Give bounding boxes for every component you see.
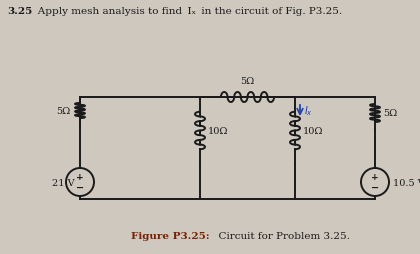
Text: −: − — [371, 182, 379, 192]
Text: +: + — [371, 173, 379, 182]
Text: 21 V: 21 V — [52, 178, 75, 187]
Text: Apply mesh analysis to find  Iₓ  in the circuit of Fig. P3.25.: Apply mesh analysis to find Iₓ in the ci… — [28, 7, 342, 16]
Text: Circuit for Problem 3.25.: Circuit for Problem 3.25. — [212, 232, 350, 241]
Text: 10Ω: 10Ω — [208, 126, 228, 135]
Text: −: − — [76, 182, 84, 192]
Text: 10Ω: 10Ω — [303, 126, 323, 135]
Text: 10.5 V: 10.5 V — [393, 178, 420, 187]
Text: Figure P3.25:: Figure P3.25: — [131, 232, 210, 241]
Text: +: + — [76, 173, 84, 182]
Text: 5Ω: 5Ω — [56, 107, 70, 116]
Text: 5Ω: 5Ω — [240, 77, 255, 86]
Text: 5Ω: 5Ω — [383, 109, 397, 118]
Text: $I_x$: $I_x$ — [304, 104, 313, 118]
Text: 3.25: 3.25 — [7, 7, 32, 16]
